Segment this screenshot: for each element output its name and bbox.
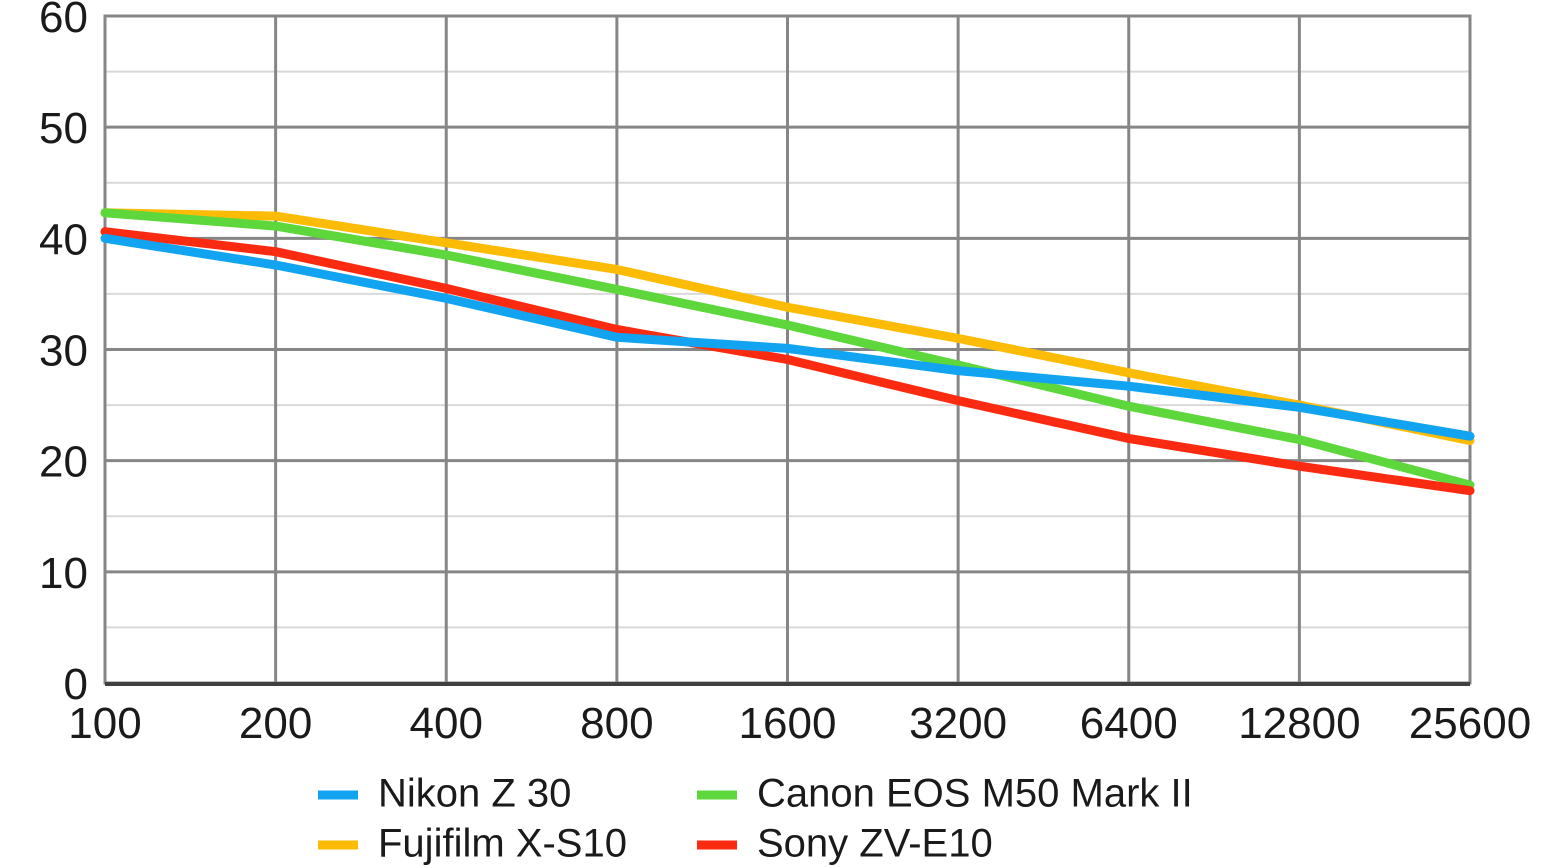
x-axis-tick-labels: 100 200 400 800 1600 3200 6400 12800 25600: [68, 699, 1531, 748]
x-tick-label: 1600: [739, 699, 837, 748]
y-axis-tick-labels: 60 50 40 30 20 10 0: [39, 0, 88, 709]
y-tick-label: 60: [39, 0, 88, 42]
x-tick-label: 6400: [1080, 699, 1178, 748]
x-tick-label: 800: [580, 699, 653, 748]
series-line-fujifilm-x-s10: [100, 208, 1475, 446]
y-tick-label: 0: [64, 660, 88, 709]
y-tick-label: 10: [39, 549, 88, 598]
series-line-sony-zv-e10: [100, 227, 1475, 496]
series-line-nikon-z-30: [100, 233, 1475, 441]
vertical-gridlines: [274, 16, 1301, 683]
legend-label: Sony ZV-E10: [757, 822, 993, 866]
x-tick-label: 400: [410, 699, 483, 748]
series-line-canon-eos-m50-mark-ii: [100, 208, 1475, 490]
y-tick-label: 40: [39, 215, 88, 264]
y-tick-label: 30: [39, 327, 88, 376]
x-tick-label: 25600: [1409, 699, 1531, 748]
x-tick-label: 200: [239, 699, 312, 748]
legend-label: Fujifilm X-S10: [378, 822, 627, 866]
legend-label: Nikon Z 30: [378, 772, 571, 816]
x-tick-label: 12800: [1238, 699, 1360, 748]
chart-legend: Nikon Z 30 Canon EOS M50 Mark II Fujifilm …: [318, 772, 1193, 866]
y-tick-label: 20: [39, 438, 88, 487]
series-lines: [100, 208, 1475, 496]
x-tick-label: 3200: [909, 699, 1007, 748]
x-tick-label: 100: [68, 699, 141, 748]
legend-label: Canon EOS M50 Mark II: [757, 772, 1193, 816]
y-tick-label: 50: [39, 104, 88, 153]
